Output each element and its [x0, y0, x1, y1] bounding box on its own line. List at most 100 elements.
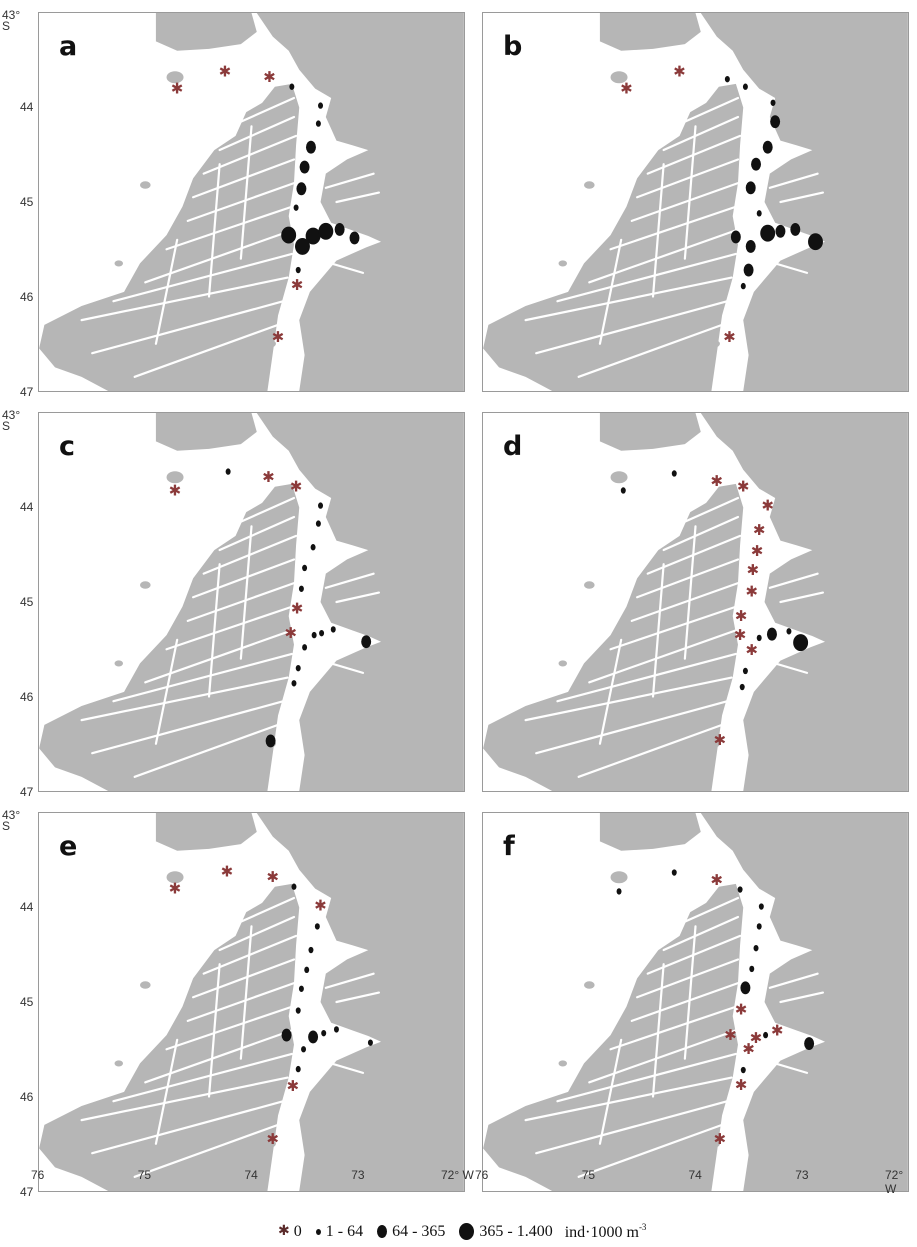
map-panel-c: ✱ ✱ ✱ ✱ ✱ c [38, 412, 465, 792]
channel-line [577, 723, 724, 778]
channel-line [598, 638, 623, 745]
y-tick-label: 45 [20, 995, 34, 1009]
station-abundance-marker [298, 585, 304, 592]
channel-line [91, 700, 285, 755]
y-tick-label: 46 [20, 290, 34, 304]
station-abundance-marker [742, 83, 748, 90]
station-abundance-marker [620, 487, 626, 494]
station-abundance-marker [775, 224, 786, 238]
channel-line [154, 238, 179, 345]
channel-line [324, 572, 375, 589]
station-zero-marker: ✱ [620, 80, 632, 98]
station-abundance-marker [349, 231, 360, 245]
station-abundance-marker [671, 470, 677, 477]
chiloe-island-shape [155, 413, 257, 451]
channel-line [239, 525, 253, 660]
y-tick-label: 47 [20, 385, 34, 399]
channel-line [186, 982, 296, 1022]
islet-shape [140, 981, 151, 989]
panel-label-e: e [59, 831, 78, 862]
station-abundance-marker [296, 182, 307, 196]
x-tick-label: 75 [581, 1168, 596, 1182]
channel-line [133, 723, 280, 778]
station-abundance-marker [302, 644, 308, 651]
channel-line [324, 972, 375, 989]
station-abundance-marker [770, 99, 776, 106]
station-abundance-marker [308, 946, 314, 954]
map-canvas-a: ✱ ✱ ✱ ✱ ✱ [39, 13, 464, 391]
station-zero-marker: ✱ [262, 468, 275, 486]
station-zero-marker: ✱ [272, 328, 285, 346]
station-zero-marker: ✱ [169, 481, 182, 499]
channel-line [207, 563, 221, 698]
chiloe-island-shape [599, 13, 701, 51]
channel-line [779, 191, 825, 204]
station-abundance-marker [318, 502, 324, 509]
channel-line [636, 558, 740, 599]
y-tick-label: 44 [20, 500, 34, 514]
station-abundance-marker [334, 222, 345, 236]
channel-line [91, 300, 285, 355]
channel-line [91, 1100, 285, 1155]
islet-shape [166, 471, 184, 484]
islet-shape [166, 71, 184, 84]
legend-zero-star-icon: ✱ [278, 1224, 290, 1240]
station-zero-marker: ✱ [737, 478, 750, 496]
station-zero-marker: ✱ [714, 1130, 727, 1148]
islet-shape [610, 871, 628, 884]
mainland-shape [256, 813, 464, 1191]
channel-line [768, 172, 819, 189]
station-zero-marker: ✱ [171, 80, 183, 98]
channel-line [154, 638, 179, 745]
channel-line [651, 163, 665, 298]
station-abundance-marker [361, 635, 372, 649]
panel-label-b: b [503, 31, 523, 62]
channel-line [609, 605, 737, 651]
station-abundance-marker [766, 627, 777, 641]
y-tick-label: 44 [20, 100, 34, 114]
x-tick-label: 76 [31, 1168, 45, 1182]
station-abundance-marker [298, 985, 304, 992]
station-abundance-marker [770, 115, 781, 129]
panel-label-a: a [59, 31, 78, 62]
islet-shape [584, 981, 595, 989]
channel-line [609, 1005, 737, 1051]
mainland-shape [256, 413, 464, 791]
legend-large-label: 365 - 1.400 [479, 1222, 553, 1240]
chiloe-island-shape [599, 813, 701, 851]
channel-line [112, 1052, 293, 1103]
islet-shape [558, 1060, 568, 1067]
station-zero-marker: ✱ [747, 561, 760, 579]
islet-shape [610, 471, 628, 484]
station-zero-marker: ✱ [724, 1026, 737, 1044]
station-zero-marker: ✱ [746, 583, 759, 601]
mainland-shape [256, 13, 464, 391]
x-tick-label: 75 [137, 1168, 152, 1182]
islet-shape [558, 260, 568, 267]
station-abundance-marker [804, 1037, 815, 1051]
channel-line [758, 257, 809, 274]
station-zero-marker: ✱ [290, 478, 303, 496]
channel-line [683, 525, 697, 660]
channel-line [229, 896, 296, 928]
channel-line [186, 182, 296, 222]
channel-line [154, 1038, 179, 1145]
station-abundance-marker [756, 923, 762, 930]
station-abundance-marker [295, 266, 301, 274]
station-abundance-marker [616, 888, 622, 895]
islet-shape [114, 660, 124, 667]
map-canvas-d: ✱ ✱✱✱✱✱✱✱✱✱✱ [483, 413, 908, 791]
station-abundance-marker [281, 1028, 292, 1042]
channel-line [598, 238, 623, 345]
chiloe-island-shape [155, 813, 257, 851]
station-abundance-marker [299, 160, 310, 174]
station-abundance-marker [763, 1031, 769, 1039]
station-abundance-marker [756, 210, 762, 217]
station-zero-marker: ✱ [746, 641, 759, 659]
station-abundance-marker [760, 224, 776, 242]
x-tick-label: 76 [475, 1168, 489, 1182]
panel-label-d: d [503, 431, 523, 462]
map-canvas-f: ✱✱✱✱✱ ✱✱✱ [483, 813, 908, 1191]
islet-shape [709, 339, 720, 348]
station-zero-marker: ✱ [753, 521, 766, 539]
